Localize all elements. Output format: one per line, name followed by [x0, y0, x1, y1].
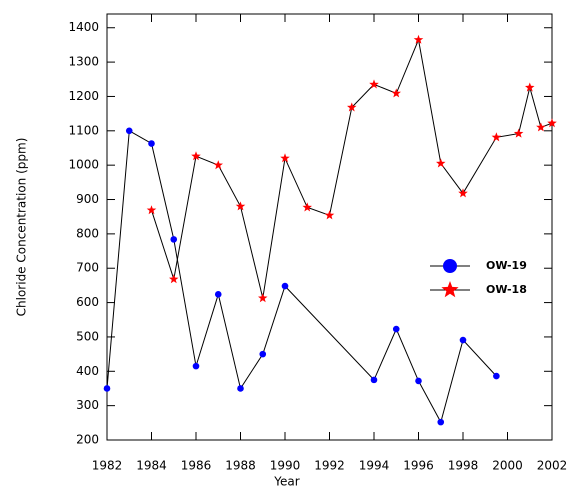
point-circle	[259, 350, 267, 358]
point-circle	[459, 336, 467, 344]
legend-marker	[441, 281, 459, 298]
point-star	[280, 153, 290, 163]
y-tick-label: 1300	[68, 55, 99, 69]
point-circle	[370, 376, 378, 384]
point-star	[513, 128, 524, 138]
point-star	[191, 151, 201, 161]
point-star	[369, 79, 379, 89]
point-star	[436, 158, 446, 168]
point-circle	[392, 325, 400, 333]
legend-label: OW-18	[486, 283, 527, 296]
point-circle	[214, 291, 222, 298]
point-circle	[237, 385, 244, 392]
y-tick-label: 1200	[68, 89, 99, 103]
point-circle	[415, 377, 422, 385]
point-circle	[103, 385, 111, 392]
point-star	[347, 102, 357, 112]
x-tick-label: 1992	[314, 459, 345, 473]
point-star	[413, 34, 424, 44]
point-star	[458, 188, 468, 198]
point-star	[235, 201, 246, 211]
point-circle	[281, 282, 289, 290]
point-circle	[493, 372, 500, 380]
x-tick-label: 1988	[225, 459, 256, 473]
y-tick-label: 1100	[68, 123, 99, 137]
point-star	[491, 132, 502, 142]
x-tick-label: 1982	[92, 459, 123, 473]
x-axis-label: Year	[273, 475, 299, 488]
point-star	[258, 293, 268, 303]
point-star	[302, 202, 312, 212]
point-star	[169, 274, 179, 284]
point-star	[213, 160, 223, 170]
x-tick-label: 2002	[537, 459, 568, 473]
x-tick-label: 1986	[181, 459, 212, 473]
point-star	[525, 82, 535, 92]
y-tick-label: 600	[76, 295, 99, 309]
y-tick-label: 300	[76, 398, 99, 412]
point-star	[547, 118, 557, 128]
y-tick-label: 500	[76, 329, 99, 343]
y-tick-label: 900	[76, 192, 99, 206]
point-star	[536, 122, 546, 132]
y-tick-label: 700	[76, 261, 99, 275]
plot-frame	[106, 13, 553, 441]
legend-label: OW-19	[486, 259, 527, 272]
point-star	[324, 210, 335, 220]
y-tick-label: 1400	[68, 20, 99, 34]
point-circle	[125, 127, 133, 135]
point-circle	[437, 418, 445, 426]
point-circle	[170, 236, 178, 243]
x-tick-label: 1990	[270, 459, 301, 473]
y-tick-label: 1000	[68, 158, 99, 172]
y-tick-label: 800	[76, 226, 99, 240]
series-line	[106, 129, 497, 424]
y-axis-label: Chloride Concentration (ppm)	[15, 138, 29, 317]
point-circle	[148, 140, 155, 147]
point-star	[146, 205, 157, 215]
series-line	[151, 38, 553, 299]
y-tick-label: 200	[76, 433, 99, 447]
legend-marker	[443, 259, 457, 273]
x-tick-label: 1984	[136, 459, 167, 473]
x-tick-label: 1994	[359, 459, 390, 473]
x-tick-label: 1998	[448, 459, 479, 473]
point-circle	[192, 362, 200, 370]
x-tick-label: 2000	[492, 459, 523, 473]
x-tick-label: 1996	[403, 459, 434, 473]
y-tick-label: 400	[76, 364, 99, 378]
point-star	[391, 88, 401, 98]
